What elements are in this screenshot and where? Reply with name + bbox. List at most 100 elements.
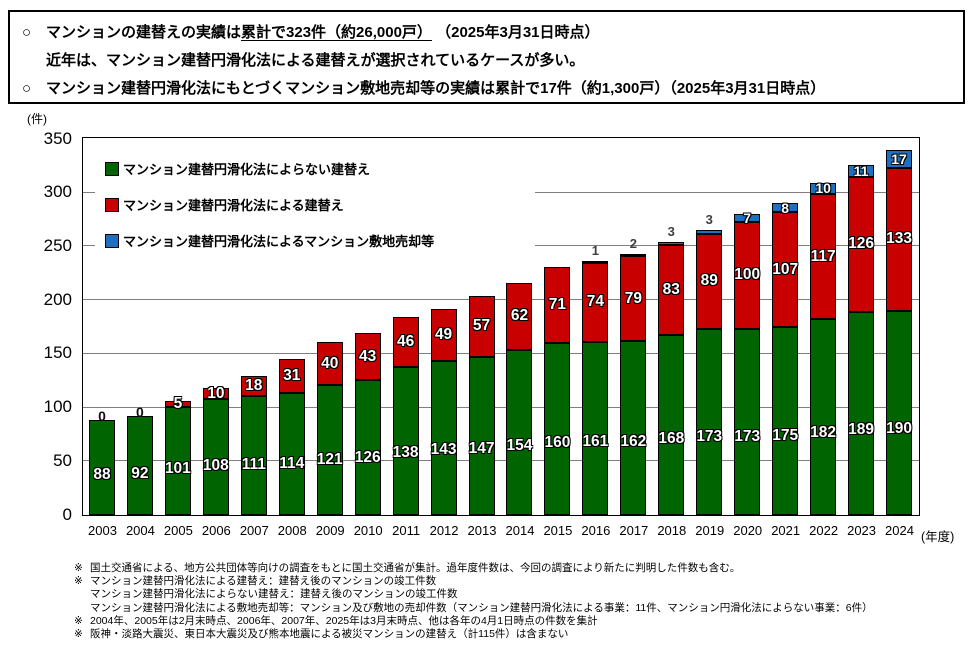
bar-value-label: 62 [510, 307, 529, 325]
summary-line-2: 近年は、マンション建替円滑化法による建替えが選択されているケースが多い。 [22, 47, 951, 75]
bar-value-label: 100 [734, 266, 761, 284]
bar-segment-law-2008 [278, 359, 305, 393]
bar-value-label: 2 [629, 235, 637, 251]
bar-segment-law-2017 [620, 256, 647, 341]
gridline-50 [83, 460, 919, 462]
gridline-200 [83, 299, 919, 301]
bar-segment-not-law-2003 [88, 420, 115, 515]
footnotes: ※ 国土交通省による、地方公共団体等向けの調査をもとに国土交通省が集計。過年度件数… [74, 562, 969, 641]
bar-value-label: 133 [886, 230, 912, 248]
bar-value-label: 49 [434, 326, 453, 344]
legend-label: マンション建替円滑化法による建替え [123, 198, 344, 213]
bar-segment-law-2013 [468, 295, 495, 358]
bar-segment-sale-2020 [734, 214, 761, 222]
bar-value-label: 31 [283, 366, 301, 384]
bar-value-label: 143 [430, 441, 457, 459]
bar-value-label: 10 [207, 384, 225, 402]
bar-value-label: 7 [743, 209, 752, 226]
bar-value-label: 168 [658, 430, 685, 448]
footnote-text: 阪神・淡路大震災、東日本大震災及び熊本地震による被災マンションの建替え（計115… [90, 628, 569, 641]
y-tick-label: 150 [43, 343, 72, 363]
bar-value-label: 79 [624, 289, 642, 307]
footnote-marker: ※ [74, 628, 83, 641]
legend-label: マンション建替円滑化法によらない建替え [123, 162, 371, 177]
bar-value-label: 108 [202, 457, 229, 475]
bar-segment-law-2011 [392, 317, 419, 367]
footnote-marker: ※ [74, 614, 83, 627]
bar-value-label: 10 [815, 180, 831, 197]
bar-segment-law-2015 [544, 266, 571, 344]
bar-segment-not-law-2017 [620, 340, 647, 515]
bar-value-label: 0 [98, 408, 106, 425]
bar-segment-law-2007 [240, 376, 267, 396]
footnote-line: マンション建替円滑化法による敷地売却等：マンション及び敷地の売却件数（マンション… [74, 602, 969, 615]
bullet-circle-icon: ○ [22, 80, 32, 97]
x-tick-label-2007: 2007 [239, 523, 269, 538]
bar-segment-not-law-2014 [506, 349, 533, 515]
y-tick-label: 100 [43, 397, 72, 417]
bar-segment-law-2022 [810, 193, 837, 320]
bar-segment-not-law-2010 [354, 379, 381, 515]
bar-segment-law-2018 [658, 245, 685, 335]
bar-segment-not-law-2019 [696, 329, 723, 515]
bar-segment-sale-2021 [772, 203, 799, 213]
bar-segment-law-2019 [696, 233, 723, 330]
bar-segment-sale-2018 [658, 242, 685, 246]
bar-segment-not-law-2011 [392, 366, 419, 515]
bar-segment-sale-2022 [810, 183, 837, 194]
x-tick-label-2012: 2012 [429, 523, 459, 538]
x-tick-label-2019: 2019 [695, 523, 725, 538]
y-tick-label: 350 [43, 128, 72, 148]
bar-value-label: 173 [696, 427, 723, 445]
summary-line-3-text: マンション建替円滑化法にもとづくマンション敷地売却等の実績は累計で17件（約1,… [46, 80, 826, 97]
bar-segment-sale-2017 [620, 253, 647, 257]
bar-value-label: 18 [245, 377, 263, 395]
bar-segment-not-law-2024 [886, 310, 913, 515]
bar-segment-not-law-2020 [734, 329, 761, 515]
y-tick-label: 250 [43, 235, 72, 255]
bar-segment-not-law-2004 [126, 416, 153, 515]
bar-segment-law-2010 [354, 333, 381, 380]
bar-value-label: 114 [279, 454, 305, 472]
bar-value-label: 160 [544, 433, 571, 451]
bar-value-label: 126 [848, 235, 874, 253]
bar-segment-law-2014 [506, 282, 533, 350]
bar-value-label: 17 [891, 150, 907, 167]
bar-value-label: 147 [468, 439, 495, 457]
x-tick-label-2008: 2008 [277, 523, 307, 538]
bar-value-label: 0 [136, 404, 144, 421]
bar-value-label: 138 [392, 443, 419, 461]
bar-segment-law-2020 [734, 221, 761, 330]
bar-segment-law-2005 [164, 401, 191, 407]
footnote-text: マンション建替円滑化法によらない建替え：建替え後のマンションの竣工件数 [90, 588, 458, 601]
bar-value-label: 162 [620, 432, 647, 450]
plot-area: マンション建替円滑化法によらない建替え マンション建替円滑化法による建替え マン… [82, 137, 920, 516]
bar-value-label: 154 [506, 436, 533, 454]
bar-value-label: 92 [131, 464, 149, 482]
x-tick-label-2021: 2021 [771, 523, 801, 538]
bar-value-label: 182 [810, 423, 837, 441]
bar-value-label: 1 [591, 243, 599, 259]
gridline-150 [83, 352, 919, 354]
x-tick-label-2005: 2005 [163, 523, 193, 538]
footnote-line: ※ 国土交通省による、地方公共団体等向けの調査をもとに国土交通省が集計。過年度件数… [74, 562, 969, 575]
bar-segment-not-law-2007 [240, 395, 267, 515]
bar-segment-sale-2016 [582, 260, 609, 263]
y-tick-label: 300 [43, 182, 72, 202]
legend: マンション建替円滑化法によらない建替え マンション建替円滑化法による建替え マン… [95, 154, 535, 255]
summary-box: ○ マンションの建替えの実績は累計で323件（約26,000戸） （2025年3… [8, 10, 965, 104]
x-tick-label-2024: 2024 [885, 523, 914, 538]
bar-segment-not-law-2016 [582, 342, 609, 515]
bar-segment-law-2009 [316, 342, 343, 386]
legend-label: マンション建替円滑化法によるマンション敷地売却等 [123, 234, 435, 249]
legend-swatch-green [105, 161, 119, 176]
bar-value-label: 83 [662, 280, 680, 298]
y-tick-label: 50 [53, 450, 72, 470]
footnote-marker: ※ [74, 575, 83, 588]
footnote-text: マンション建替円滑化法による敷地売却等：マンション及び敷地の売却件数（マンション… [90, 601, 873, 614]
x-tick-label-2018: 2018 [657, 523, 687, 538]
bar-value-label: 5 [173, 394, 183, 412]
legend-swatch-red [105, 197, 119, 212]
x-tick-label-2013: 2013 [467, 523, 497, 538]
bar-segment-not-law-2018 [658, 334, 685, 515]
